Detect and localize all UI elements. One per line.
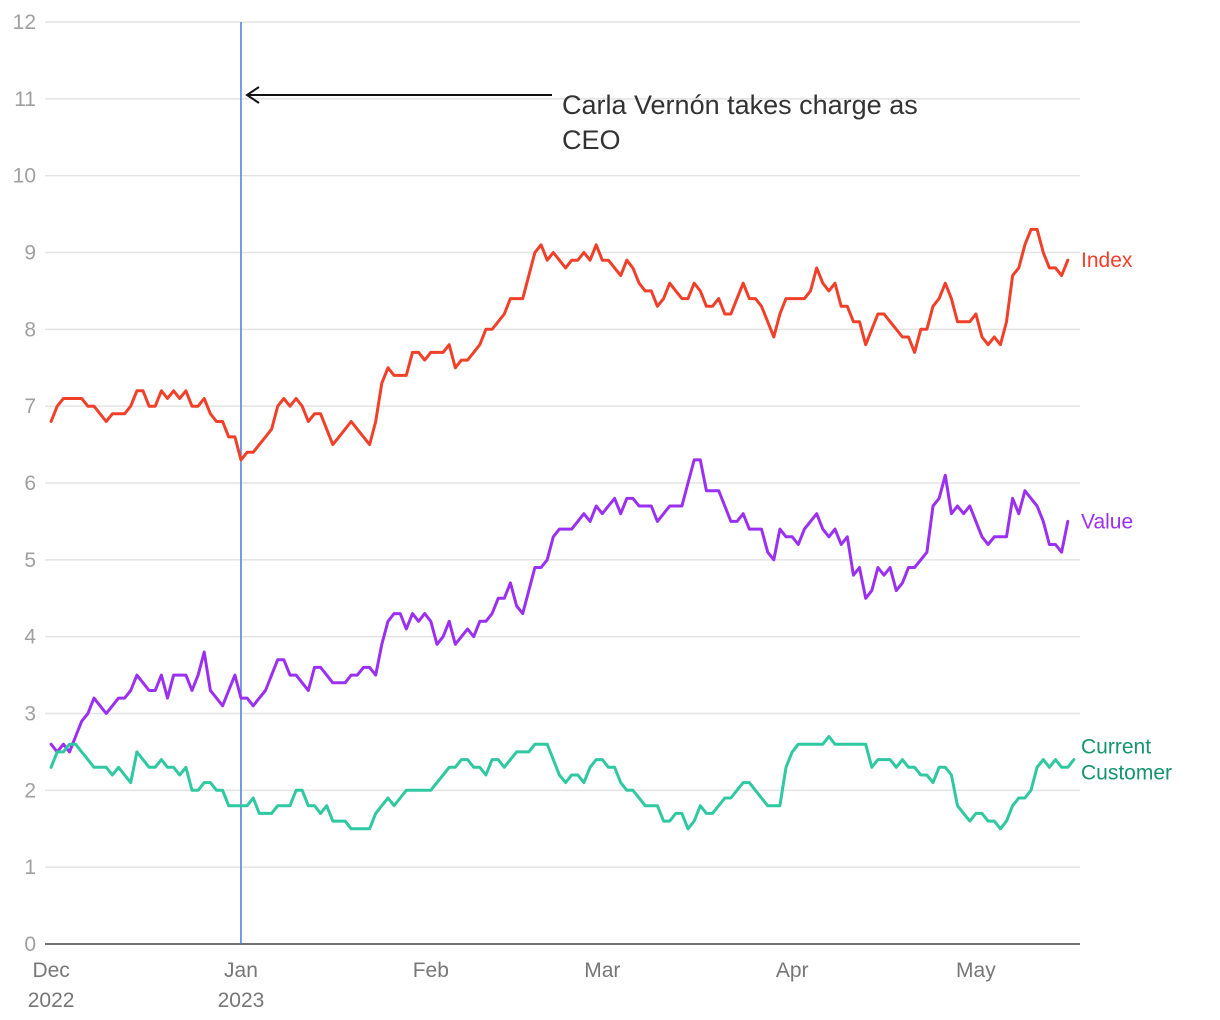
x-tick-label-jan: Jan — [224, 959, 258, 982]
y-tick-label-12: 12 — [13, 11, 36, 34]
annotation-arrow-head — [245, 86, 260, 104]
gridlines — [45, 21, 1080, 945]
x-tick-label-may: May — [956, 959, 996, 982]
y-tick-label-5: 5 — [24, 549, 36, 572]
series-label-value: Value — [1081, 510, 1133, 533]
series-labels: Index Value Current Customer — [1081, 249, 1172, 784]
annotation-text-line-1: Carla Vernón takes charge as — [562, 90, 918, 120]
y-tick-label-4: 4 — [24, 626, 36, 649]
series-label-index: Index — [1081, 249, 1133, 272]
y-tick-label-7: 7 — [24, 395, 36, 418]
x-tick-label-dec: Dec — [32, 959, 69, 982]
y-tick-label-2: 2 — [24, 779, 36, 802]
y-tick-label-11: 11 — [14, 88, 36, 111]
series-line-value — [49, 458, 1070, 754]
series-label-current-customer-2: Customer — [1081, 762, 1172, 785]
ceo-annotation: Carla Vernón takes charge as CEO — [240, 22, 918, 944]
y-tick-label-3: 3 — [24, 703, 36, 726]
y-tick-label-9: 9 — [24, 242, 36, 265]
x-tick-year-2022: 2022 — [28, 989, 75, 1012]
x-tick-label-feb: Feb — [413, 959, 449, 982]
x-tick-label-mar: Mar — [584, 959, 620, 982]
y-tick-label-10: 10 — [13, 165, 36, 188]
y-tick-label-8: 8 — [24, 318, 36, 341]
series-line-index — [49, 227, 1070, 462]
series-label-current-customer-1: Current — [1081, 736, 1151, 759]
x-tick-label-apr: Apr — [776, 959, 809, 982]
y-tick-label-6: 6 — [24, 472, 36, 495]
x-tick-year-2023: 2023 — [218, 989, 265, 1012]
annotation-text-line-2: CEO — [562, 125, 621, 155]
series-line-current-customer — [49, 735, 1076, 831]
x-axis-ticks: Dec 2022 Jan 2023 Feb Mar Apr May — [28, 959, 996, 1012]
y-tick-label-1: 1 — [24, 856, 36, 879]
series-lines — [49, 227, 1076, 831]
y-tick-label-0: 0 — [24, 933, 36, 956]
